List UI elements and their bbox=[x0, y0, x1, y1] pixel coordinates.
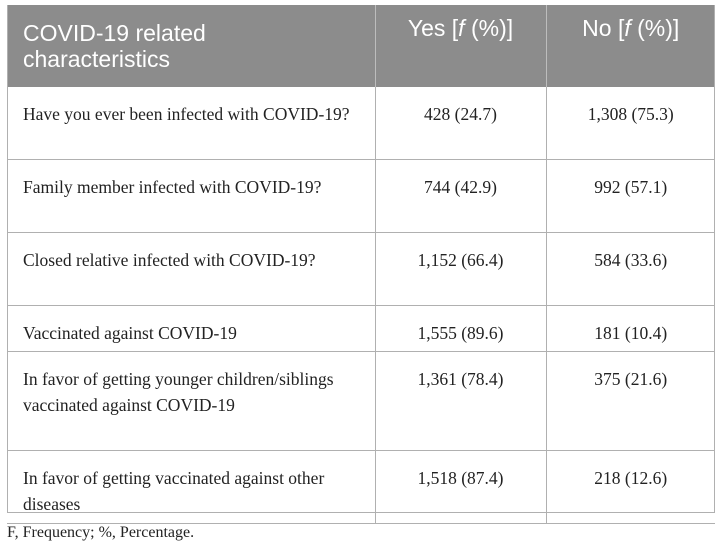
header-yes-suffix: (%)] bbox=[464, 15, 514, 41]
header-no: No [f (%)] bbox=[545, 5, 715, 87]
header-characteristics-line1: COVID-19 related bbox=[23, 20, 206, 46]
header-characteristics: COVID-19 related characteristics bbox=[7, 5, 375, 87]
cell-characteristic: In favor of getting younger children/sib… bbox=[7, 351, 375, 451]
header-yes: Yes [f (%)] bbox=[374, 5, 546, 87]
table-row: In favor of getting vaccinated against o… bbox=[7, 450, 715, 524]
table-row: Have you ever been infected with COVID-1… bbox=[7, 87, 715, 160]
cell-characteristic: Closed relative infected with COVID-19? bbox=[7, 232, 375, 306]
cell-characteristic: Have you ever been infected with COVID-1… bbox=[7, 87, 375, 160]
cell-no: 375 (21.6) bbox=[545, 351, 715, 451]
cell-no: 584 (33.6) bbox=[545, 232, 715, 306]
cell-no: 218 (12.6) bbox=[545, 450, 715, 524]
cell-no: 181 (10.4) bbox=[545, 305, 715, 352]
cell-yes: 1,152 (66.4) bbox=[374, 232, 546, 306]
cell-yes: 1,555 (89.6) bbox=[374, 305, 546, 352]
cell-characteristic: In favor of getting vaccinated against o… bbox=[7, 450, 375, 524]
header-yes-prefix: Yes [ bbox=[407, 15, 459, 41]
cell-characteristic: Vaccinated against COVID-19 bbox=[7, 305, 375, 352]
table-row: In favor of getting younger children/sib… bbox=[7, 351, 715, 451]
cell-no: 1,308 (75.3) bbox=[545, 87, 715, 160]
header-characteristics-line2: characteristics bbox=[23, 46, 170, 72]
table-row: Family member infected with COVID-19? 74… bbox=[7, 159, 715, 233]
cell-yes: 1,361 (78.4) bbox=[374, 351, 546, 451]
header-no-suffix: (%)] bbox=[630, 15, 680, 41]
table-row: Vaccinated against COVID-19 1,555 (89.6)… bbox=[7, 305, 715, 352]
header-no-prefix: No [ bbox=[582, 15, 625, 41]
cell-yes: 1,518 (87.4) bbox=[374, 450, 546, 524]
header-yes-italic: f bbox=[458, 15, 465, 41]
table-row: Closed relative infected with COVID-19? … bbox=[7, 232, 715, 306]
header-row: COVID-19 related characteristics Yes [f … bbox=[7, 5, 715, 87]
cell-yes: 428 (24.7) bbox=[374, 87, 546, 160]
table-footnote: F, Frequency; %, Percentage. bbox=[7, 524, 195, 541]
table-header: COVID-19 related characteristics Yes [f … bbox=[7, 5, 715, 87]
cell-characteristic: Family member infected with COVID-19? bbox=[7, 159, 375, 233]
cell-yes: 744 (42.9) bbox=[374, 159, 546, 233]
table-body: Have you ever been infected with COVID-1… bbox=[7, 87, 715, 524]
cell-no: 992 (57.1) bbox=[545, 159, 715, 233]
covid-characteristics-table: COVID-19 related characteristics Yes [f … bbox=[7, 5, 715, 524]
header-no-italic: f bbox=[624, 15, 631, 41]
